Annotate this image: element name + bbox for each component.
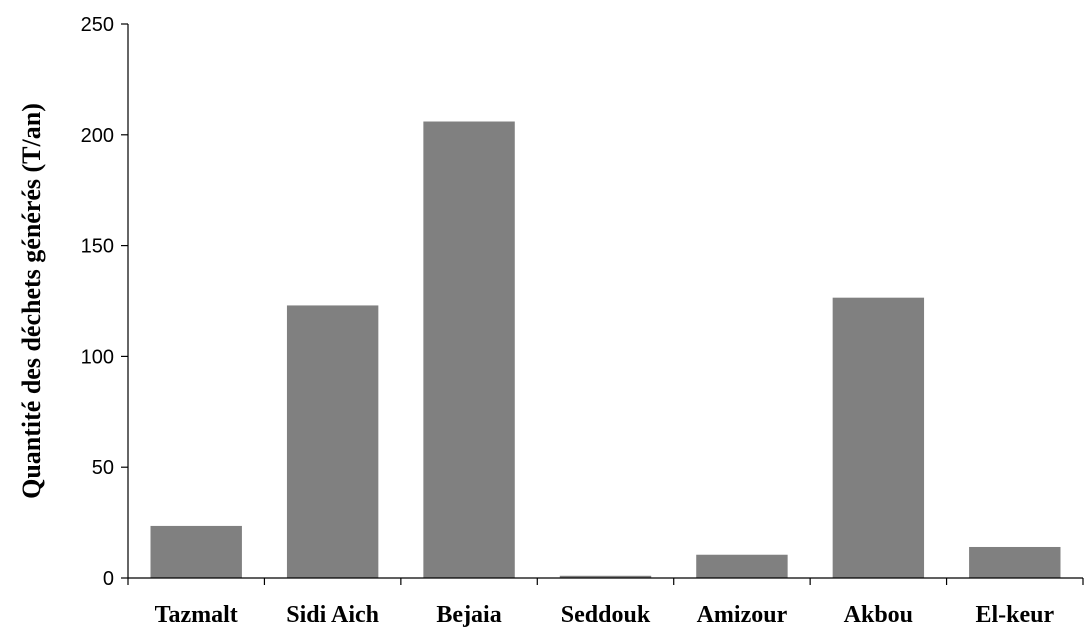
x-axis: Tazmalt Sidi Aich Bejaia Seddouk Amizour Akbo…: [127, 577, 1084, 628]
x-category-label: Seddouk: [561, 602, 651, 628]
x-category-label: Amizour: [697, 602, 788, 628]
bar-tazmalt: [150, 525, 242, 578]
bars-group: [150, 121, 1061, 578]
y-axis-title: Quantité des déchets générés (T/an): [17, 103, 46, 499]
x-category-label: Bejaia: [436, 602, 501, 628]
x-category-label: Akbou: [844, 602, 913, 628]
bar-seddouk: [559, 575, 652, 578]
y-tick-label: 250: [81, 14, 114, 36]
y-tick-label: 0: [103, 568, 114, 590]
x-category-label: Sidi Aich: [286, 602, 379, 628]
bar-el-keur: [969, 546, 1061, 578]
y-tick-label: 100: [81, 346, 114, 368]
y-tick-label: 150: [81, 236, 114, 258]
x-category-label: El-keur: [975, 602, 1054, 628]
bar-amizour: [696, 554, 788, 578]
bar-sidi-aich: [286, 305, 379, 578]
y-axis: 0 50 100 150 200 250: [81, 14, 129, 590]
bar-bejaia: [423, 121, 515, 578]
y-tick-label: 50: [92, 457, 114, 479]
y-tick-label: 200: [81, 125, 114, 147]
x-category-label: Tazmalt: [155, 602, 238, 628]
bar-akbou: [832, 297, 925, 578]
